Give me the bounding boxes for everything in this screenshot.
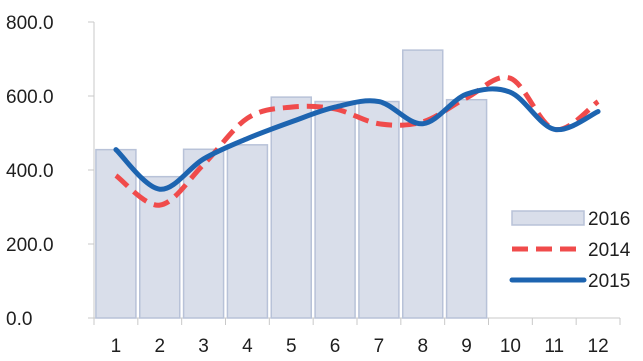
y-tick-label: 600.0 — [6, 87, 54, 108]
bar-5 — [270, 96, 312, 319]
y-axis: 0.0 200.0 400.0 600.0 800.0 — [6, 13, 95, 330]
x-tick-label: 1 — [111, 336, 122, 357]
bar-6 — [314, 100, 356, 319]
y-tick-label: 800.0 — [6, 13, 54, 34]
x-tick-label: 4 — [242, 336, 253, 357]
x-tick-label: 12 — [588, 336, 609, 357]
y-tick-label: 400.0 — [6, 161, 54, 182]
legend-label-2016: 2016 — [588, 209, 630, 230]
x-tick-label: 8 — [417, 336, 428, 357]
bar-2 — [139, 175, 181, 319]
legend-swatch-2016 — [511, 210, 585, 226]
bar-series-2016 — [95, 49, 488, 319]
x-axis — [93, 317, 621, 325]
bar-8 — [402, 49, 444, 319]
legend-label-2014: 2014 — [588, 240, 631, 261]
legend: 2016 2014 2015 — [509, 209, 631, 292]
x-tick-label: 3 — [198, 336, 209, 357]
y-tick-label: 200.0 — [6, 235, 54, 256]
line-2015 — [113, 86, 601, 192]
x-tick-label: 11 — [544, 336, 564, 357]
x-tick-label: 2 — [154, 336, 165, 357]
line-series — [113, 74, 601, 208]
bar-3 — [182, 148, 225, 319]
x-tick-label: 10 — [500, 336, 521, 357]
bar-4 — [226, 144, 269, 319]
x-tick-label: 6 — [330, 336, 341, 357]
x-tick-label: 9 — [461, 336, 472, 357]
legend-label-2015: 2015 — [588, 271, 630, 292]
y-tick-label: 0.0 — [6, 309, 32, 330]
bar-7 — [358, 100, 400, 319]
x-tick-labels: 1 2 3 4 5 6 7 8 9 10 11 12 — [111, 336, 609, 357]
line-2014 — [114, 74, 600, 208]
x-tick-label: 5 — [286, 336, 297, 357]
bar-1 — [95, 148, 137, 319]
bar-9 — [445, 98, 488, 319]
x-tick-label: 7 — [374, 336, 385, 357]
